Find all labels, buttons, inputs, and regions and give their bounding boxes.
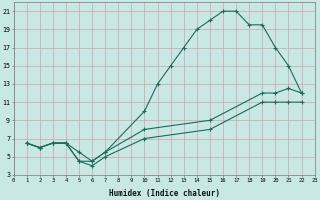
X-axis label: Humidex (Indice chaleur): Humidex (Indice chaleur) xyxy=(108,189,220,198)
